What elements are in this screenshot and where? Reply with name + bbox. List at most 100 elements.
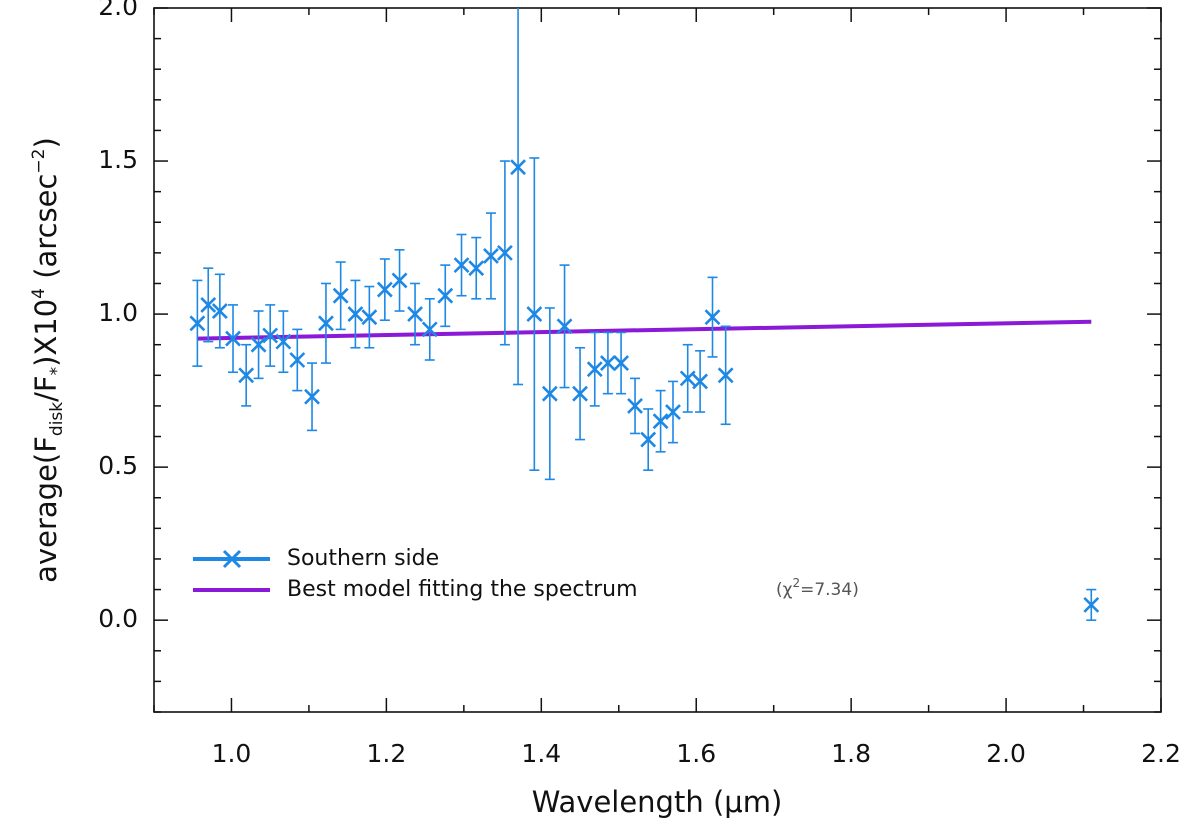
- x-marker: [586, 361, 603, 378]
- x-marker: [421, 321, 438, 338]
- x-marker: [496, 244, 513, 261]
- x-marker: [361, 309, 378, 326]
- data-point: [1083, 588, 1100, 621]
- x-tick-label: 1.6: [676, 739, 716, 768]
- x-marker: [556, 318, 573, 335]
- data-point: [238, 343, 255, 407]
- legend: Southern side Best model fitting the spe…: [193, 546, 859, 602]
- model-line: [197, 319, 1092, 341]
- data-point: [361, 285, 378, 349]
- x-marker: [347, 306, 364, 323]
- data-point: [200, 267, 217, 343]
- x-tick-label: 1.2: [366, 739, 406, 768]
- x-marker: [640, 431, 657, 448]
- legend-model-label: Best model fitting the spectrum: [287, 577, 638, 602]
- data-point: [211, 273, 228, 349]
- x-marker: [483, 248, 499, 264]
- x-tick-label: 1.4: [521, 739, 561, 768]
- y-tick-labels: 0.0 0.5 1.0 1.5 2.0: [98, 0, 138, 633]
- x-marker: [211, 303, 228, 319]
- x-marker: [376, 281, 393, 298]
- x-marker: [600, 355, 616, 371]
- data-point: [541, 307, 558, 481]
- data-point: [262, 304, 279, 367]
- data-point: [640, 408, 657, 471]
- x-marker: [332, 287, 349, 304]
- axis-ticks: [153, 7, 1162, 713]
- x-marker: [679, 370, 696, 387]
- legend-entry-southern-side: Southern side: [193, 546, 439, 571]
- data-point: [627, 377, 643, 435]
- x-tick-label: 1.8: [831, 739, 871, 768]
- legend-southern-marker: [222, 549, 242, 569]
- x-marker: [704, 309, 721, 326]
- x-marker: [510, 159, 526, 176]
- legend-entry-best-model: Best model fitting the spectrum (χ2=7.34…: [193, 576, 859, 602]
- x-marker: [652, 413, 669, 430]
- data-point: [347, 279, 364, 349]
- data-point: [692, 350, 709, 413]
- x-tick-labels: 1.0 1.2 1.4 1.6 1.8 2.0 2.2: [212, 739, 1181, 768]
- data-point: [496, 160, 513, 346]
- data-point: [556, 264, 573, 389]
- x-marker: [526, 306, 543, 323]
- data-point: [421, 297, 438, 361]
- y-tick-label: 0.5: [98, 451, 138, 480]
- x-marker: [627, 397, 643, 414]
- x-marker: [250, 336, 267, 353]
- x-marker: [238, 367, 255, 384]
- plot-frame: [153, 7, 1162, 713]
- x-marker: [437, 287, 454, 304]
- data-point: [318, 282, 334, 364]
- data-point: [483, 212, 499, 300]
- southern-side-series: [189, 8, 1100, 621]
- data-point: [304, 362, 320, 432]
- data-point: [586, 331, 603, 407]
- data-point: [510, 8, 526, 386]
- y-tick-label: 0.0: [98, 604, 138, 633]
- x-tick-label: 1.0: [212, 739, 252, 768]
- x-marker: [391, 272, 408, 289]
- data-point: [275, 310, 292, 374]
- x-marker: [407, 306, 423, 323]
- x-marker: [453, 257, 470, 274]
- x-marker: [225, 330, 241, 347]
- data-point: [289, 328, 306, 392]
- x-marker: [665, 404, 681, 420]
- data-point: [189, 279, 206, 367]
- x-marker: [613, 355, 630, 371]
- x-marker: [541, 385, 558, 402]
- x-marker: [717, 367, 734, 384]
- data-point: [453, 233, 470, 297]
- data-point: [526, 157, 543, 471]
- data-point: [717, 325, 734, 426]
- y-tick-label: 1.0: [98, 298, 138, 327]
- x-marker: [189, 315, 206, 332]
- data-point: [437, 264, 454, 328]
- x-axis-title: Wavelength (μm): [532, 785, 783, 819]
- x-marker: [262, 327, 279, 344]
- y-tick-label: 2.0: [98, 0, 138, 21]
- x-marker: [318, 315, 334, 332]
- data-point: [613, 331, 630, 395]
- x-tick-label: 2.0: [986, 739, 1026, 768]
- data-point: [407, 282, 423, 346]
- chi-squared-annotation: (χ2=7.34): [776, 576, 859, 601]
- data-point: [652, 389, 669, 453]
- x-marker: [572, 385, 588, 402]
- data-point: [600, 331, 616, 395]
- x-marker: [289, 352, 306, 368]
- x-marker: [200, 296, 217, 313]
- x-marker: [692, 373, 709, 390]
- x-marker: [468, 260, 485, 277]
- data-point: [679, 343, 696, 413]
- data-point: [250, 310, 267, 380]
- data-point: [468, 236, 485, 300]
- y-tick-label: 1.5: [98, 145, 138, 174]
- data-point: [376, 258, 393, 322]
- y-axis-title: average(Fdisk/F*)X104 (arcsec−2): [29, 137, 67, 583]
- data-point: [665, 380, 681, 444]
- data-point: [225, 304, 241, 374]
- x-marker: [1083, 596, 1100, 613]
